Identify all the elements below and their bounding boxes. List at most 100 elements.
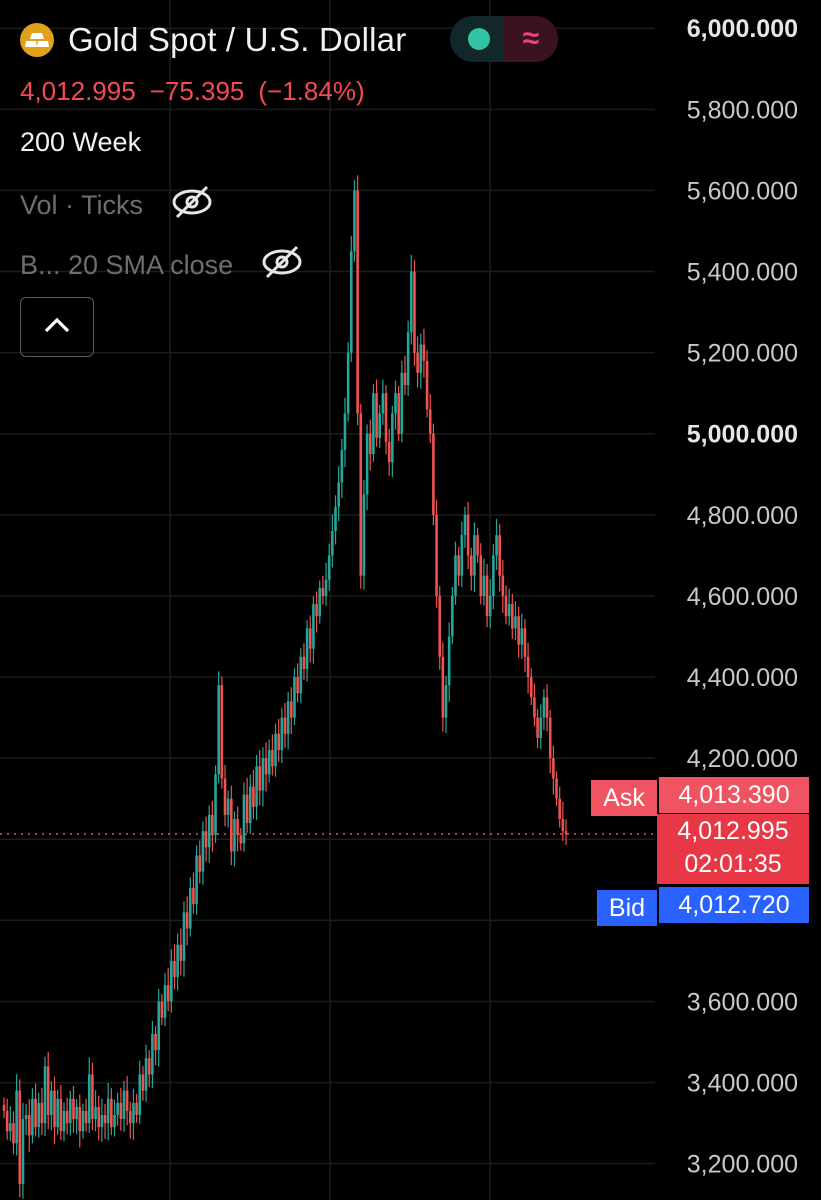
candle-body <box>331 531 334 556</box>
indicator-volume[interactable]: Vol · Ticks <box>20 184 213 227</box>
price-change: −75.395 <box>149 76 245 106</box>
indicator-label: Vol · Ticks <box>20 190 144 220</box>
candle-body <box>78 1106 82 1132</box>
candle-body <box>552 758 555 779</box>
candle-body <box>397 393 400 434</box>
candle-body <box>271 750 274 767</box>
candle-body <box>50 1090 53 1116</box>
candle-body <box>413 271 416 353</box>
price-quote: 4,012.995 −75.395 (−1.84%) <box>20 76 379 107</box>
timeframe-label[interactable]: 200 Week <box>20 127 142 157</box>
candle-body <box>555 778 558 799</box>
candle-body <box>447 636 451 686</box>
price-change-pct: (−1.84%) <box>258 76 365 106</box>
candle-body <box>239 835 243 844</box>
candle-body <box>416 352 419 373</box>
candle-body <box>514 616 517 629</box>
candle-body <box>277 733 280 751</box>
candle-body <box>507 604 511 617</box>
candle-body <box>236 818 239 836</box>
candle-body <box>94 1106 97 1120</box>
current-price-tag: 4,012.995 02:01:35 <box>657 814 809 884</box>
candle-body <box>482 575 486 596</box>
market-status-toggle[interactable]: ≈ <box>450 16 558 62</box>
candle-body <box>211 814 214 836</box>
candle-body <box>132 1102 135 1124</box>
candle-body <box>207 814 211 848</box>
candle-body <box>564 831 568 834</box>
candle-body <box>536 717 539 738</box>
candle-body <box>59 1098 63 1132</box>
bar-countdown: 02:01:35 <box>684 850 782 878</box>
candle-body <box>403 372 407 386</box>
candle-body <box>135 1102 138 1116</box>
candle-body <box>469 555 473 576</box>
candle-body <box>523 628 527 657</box>
candle-body <box>286 701 290 734</box>
candle-body <box>267 750 271 775</box>
symbol-title: Gold Spot / U.S. Dollar <box>68 21 407 58</box>
bid-price: 4,012.720 <box>659 887 809 923</box>
indicator-label: B... 20 SMA close <box>20 250 234 280</box>
price-axis-label: 5,400.000 <box>687 259 798 287</box>
eye-hidden-icon[interactable] <box>171 184 213 227</box>
candle-body <box>230 798 233 852</box>
eye-hidden-icon[interactable] <box>261 244 303 287</box>
candle-body <box>201 831 205 872</box>
candle-body <box>340 449 344 483</box>
candle-body <box>533 697 536 718</box>
candle-body <box>419 344 423 373</box>
candle-body <box>343 413 347 450</box>
candle-body <box>128 1110 132 1124</box>
candle-body <box>495 535 498 556</box>
candle-body <box>299 656 303 694</box>
candle-body <box>204 831 208 848</box>
candle-body <box>315 604 318 617</box>
bid-label: Bid <box>597 890 657 926</box>
candle-body <box>40 1102 44 1124</box>
candle-body <box>466 514 470 556</box>
candle-body <box>529 677 533 698</box>
candle-body <box>305 628 309 669</box>
price-axis-label: 3,400.000 <box>687 1070 798 1098</box>
candle-body <box>245 794 249 824</box>
candle-body <box>223 778 227 815</box>
symbol-header[interactable]: Gold Spot / U.S. Dollar <box>20 16 406 64</box>
candle-body <box>176 944 179 978</box>
candle-body <box>409 271 413 333</box>
price-axis-label: 4,200.000 <box>687 745 798 773</box>
candle-body <box>91 1074 94 1120</box>
candle-body <box>451 595 454 637</box>
price-axis-label: 5,000.000 <box>687 421 798 449</box>
candle-body <box>157 1001 161 1051</box>
candle-body <box>62 1110 66 1132</box>
candle-body <box>444 685 448 718</box>
candle-body <box>428 409 432 434</box>
current-price: 4,012.995 <box>677 817 789 845</box>
candle-body <box>548 717 552 759</box>
candle-body <box>501 575 505 596</box>
last-price: 4,012.995 <box>20 76 136 106</box>
candle-body <box>261 758 265 791</box>
candle-body <box>255 766 258 807</box>
candle-body <box>406 332 410 386</box>
candle-body <box>170 960 173 1002</box>
candle-body <box>435 514 438 596</box>
candle-body <box>381 393 385 414</box>
indicator-sma[interactable]: B... 20 SMA close <box>20 244 303 287</box>
price-axis-label: 5,800.000 <box>687 96 798 124</box>
candle-body <box>217 685 220 775</box>
candle-body <box>72 1098 75 1120</box>
candle-body <box>75 1106 78 1120</box>
candle-body <box>163 985 167 1018</box>
candle-body <box>31 1098 34 1136</box>
candle-body <box>368 433 372 455</box>
candle-body <box>160 1001 164 1018</box>
candle-body <box>195 855 198 905</box>
candle-body <box>100 1115 104 1128</box>
candle-body <box>226 798 230 815</box>
collapse-legend-button[interactable] <box>20 297 94 357</box>
candle-body <box>141 1074 145 1091</box>
price-axis-label: 4,800.000 <box>687 502 798 530</box>
